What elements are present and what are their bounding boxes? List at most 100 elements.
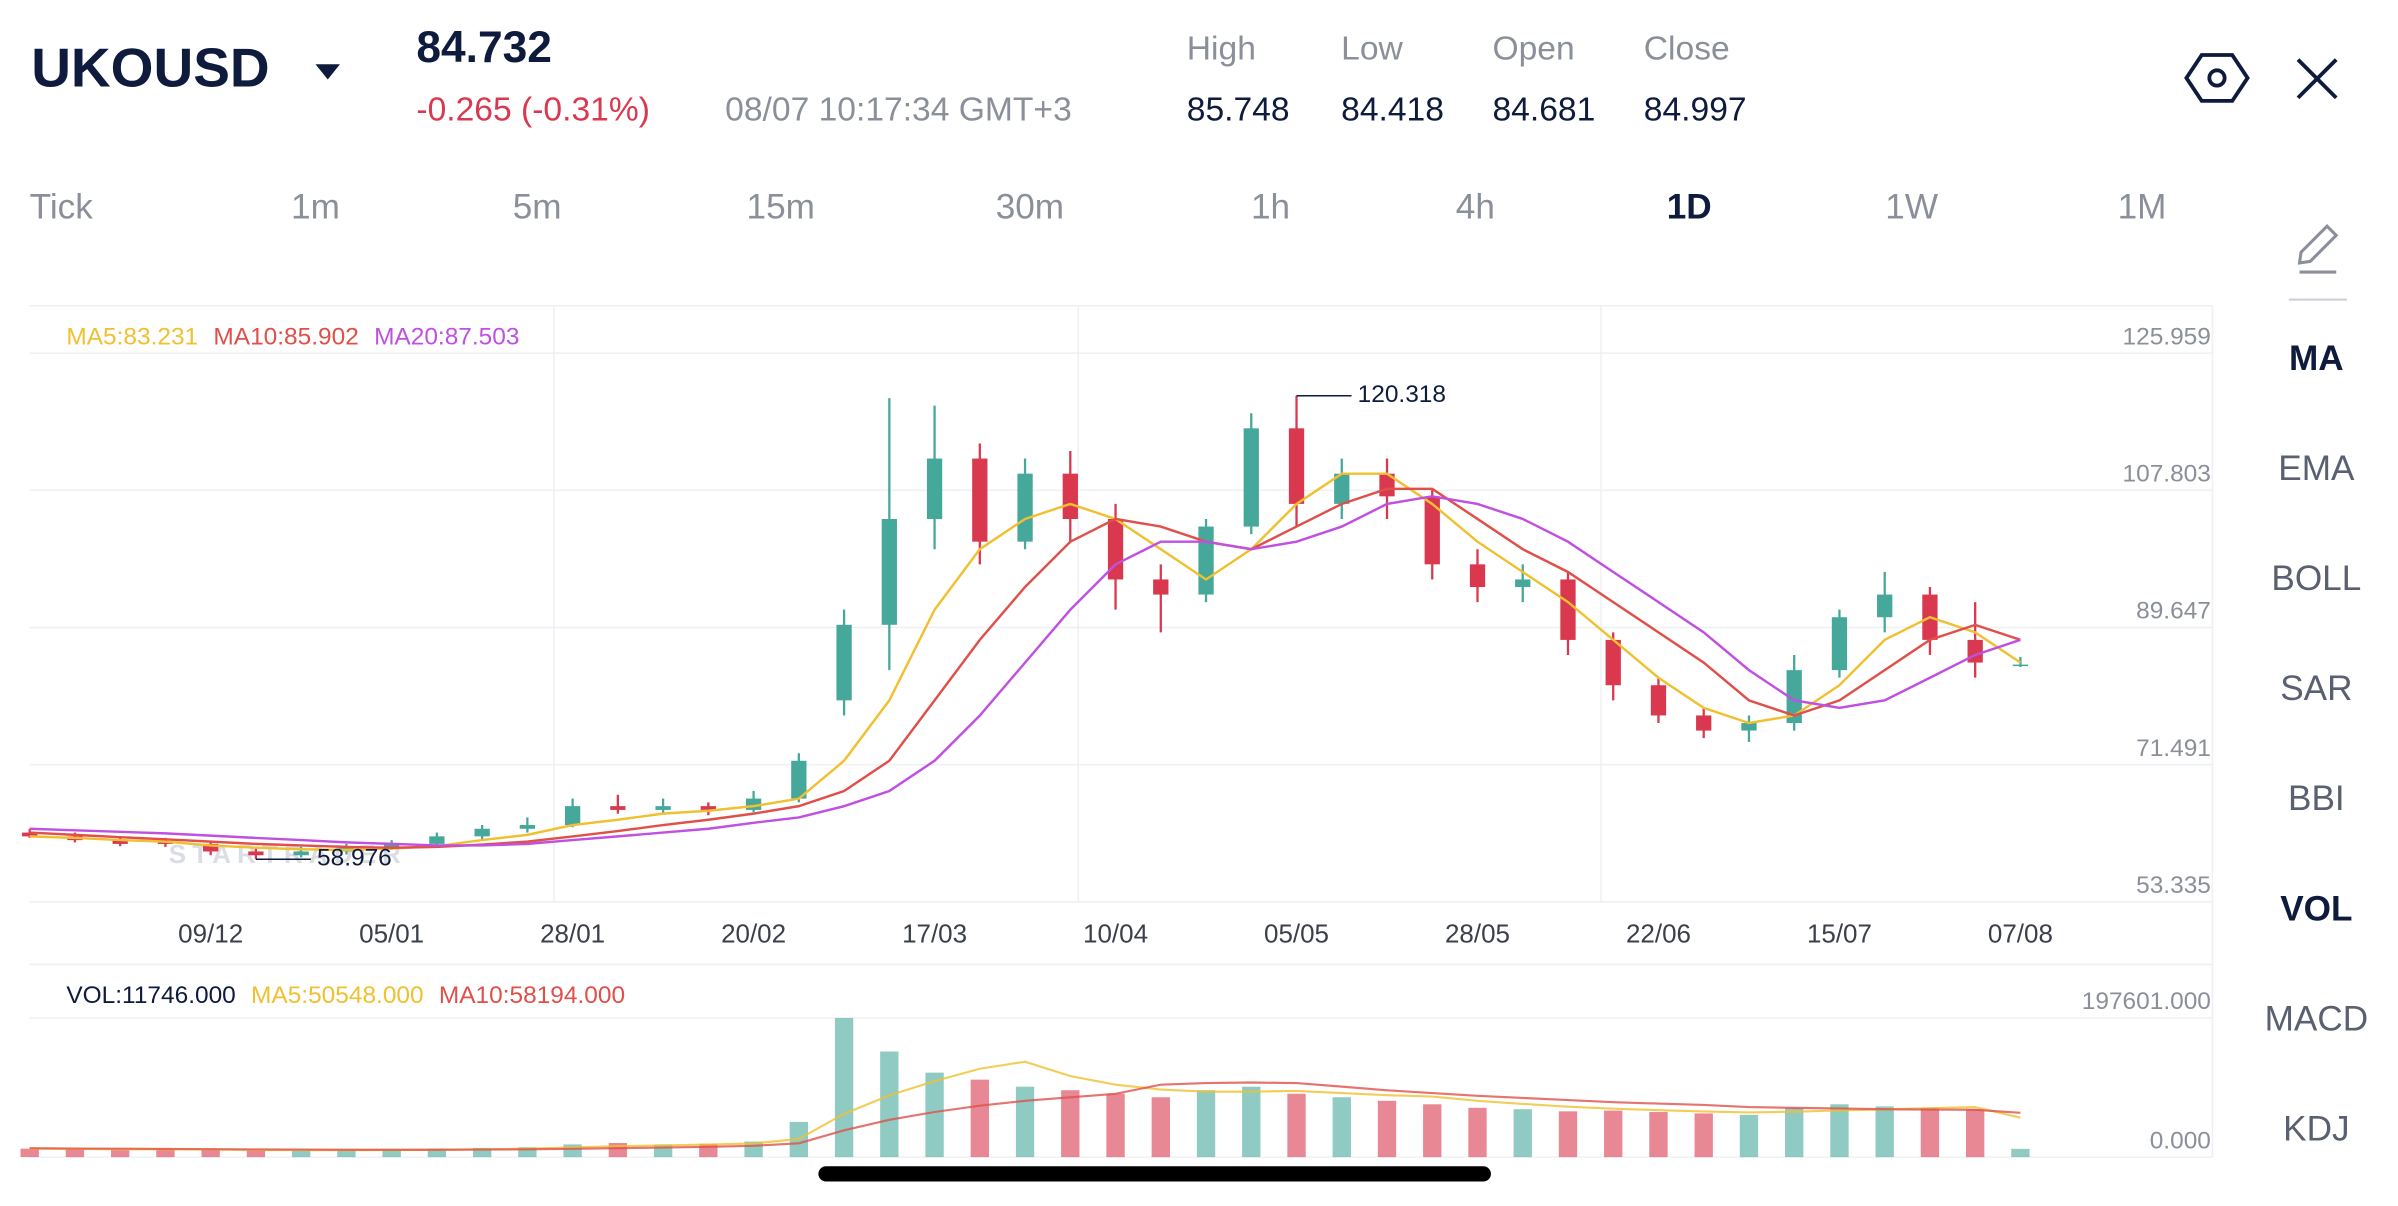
candle-body [745, 798, 762, 810]
candle-body [429, 836, 445, 844]
candle-body [610, 806, 626, 810]
price-chart: STARTRADER53.33571.49189.647107.803125.9… [22, 323, 2213, 948]
volume-bar [201, 1150, 220, 1158]
legend-entry: MA20:87.503 [374, 323, 519, 350]
volume-chart: 0.000 197601.000 VOL:11746.000 MA5:50548.00… [20, 982, 2213, 1158]
candle-body [22, 832, 38, 837]
candle-body [157, 842, 174, 844]
draw-icon[interactable] [2297, 224, 2339, 274]
candle-body [1424, 496, 1440, 565]
candle-body [293, 851, 309, 856]
volume-ma-line [29, 1081, 2021, 1151]
candle-body [972, 458, 988, 542]
candle-body [881, 519, 897, 625]
indicator-button[interactable]: MACD [2265, 999, 2368, 1038]
stat-label: Close [1644, 30, 1730, 67]
candle-body [1243, 428, 1259, 527]
chart-frame [29, 304, 2214, 1158]
indicator-button[interactable]: EMA [2278, 449, 2355, 488]
volume-bar [1196, 1090, 1216, 1158]
timeframe-tab[interactable]: 1m [291, 188, 340, 227]
x-tick-label: 28/01 [540, 918, 605, 948]
candle-body [1288, 428, 1305, 504]
volume-bar [156, 1149, 175, 1158]
candle-body [1831, 617, 1848, 671]
stat-label: High [1187, 30, 1256, 67]
stat-label: Open [1492, 30, 1574, 67]
x-tick-label: 22/06 [1626, 918, 1691, 948]
volume-bar [382, 1149, 401, 1158]
volume-bar [834, 1017, 854, 1158]
y-tick-label: 107.803 [2123, 460, 2211, 487]
candle-body [926, 458, 943, 520]
volume-bar [65, 1149, 85, 1158]
stat-value: 84.681 [1492, 91, 1595, 128]
ma-line [29, 487, 2021, 849]
timeframe-tab[interactable]: 30m [996, 188, 1064, 227]
settings-hexagon[interactable] [2184, 53, 2250, 103]
indicator-button[interactable]: KDJ [2283, 1109, 2349, 1148]
volume-bar [970, 1079, 989, 1158]
timeframe-tab[interactable]: Tick [30, 188, 94, 227]
y-tick-label: 71.491 [2136, 735, 2211, 762]
candle-body [2012, 664, 2029, 667]
timeframe-tab[interactable]: 15m [747, 188, 815, 227]
candle-body [1198, 526, 1214, 595]
x-tick-label: 15/07 [1807, 918, 1872, 948]
indicator-sidebar: MA EMA BOLL SAR BBI VOL MACD KDJ [2265, 224, 2368, 1148]
volume-bar [1875, 1106, 1894, 1158]
indicator-button[interactable]: BOLL [2271, 559, 2361, 598]
legend-entry: VOL:11746.000 [66, 982, 235, 1009]
candle-body [1741, 723, 1757, 731]
settings-dot[interactable] [2207, 68, 2227, 88]
timeframes: Tick 1m 5m 15m 30m 1h 4h 1D 1W 1M [30, 188, 2167, 227]
volume-bar [1920, 1107, 1940, 1158]
volume-bar [472, 1147, 492, 1158]
candle-body [1650, 685, 1667, 716]
candle-body [474, 828, 490, 837]
indicator-button[interactable]: VOL [2280, 889, 2352, 928]
candle-body [1334, 473, 1350, 504]
x-tick-label: 10/04 [1083, 918, 1148, 948]
x-tick-label: 17/03 [902, 918, 967, 948]
timeframe-tab[interactable]: 1h [1251, 188, 1290, 227]
candle-body [564, 806, 581, 826]
stat-value: 84.997 [1644, 91, 1747, 128]
volume-bar [1830, 1104, 1849, 1158]
volume-bar [1468, 1107, 1487, 1158]
x-tick-label: 05/05 [1264, 918, 1329, 948]
timeframe-tab[interactable]: 1M [2118, 188, 2167, 227]
candle-body [836, 624, 852, 701]
timeframe-tab[interactable]: 1W [1885, 188, 1939, 227]
timeframe-tab[interactable]: 1D [1667, 188, 1712, 227]
volume-bar [1106, 1093, 1125, 1158]
settings-icon[interactable] [2184, 53, 2250, 103]
volume-bar [1604, 1110, 1623, 1158]
last-price: 84.732 [416, 23, 552, 72]
volume-bar [1649, 1112, 1668, 1158]
timeframe-tab[interactable]: 5m [513, 188, 562, 227]
symbol[interactable]: UKOUSD [31, 36, 269, 98]
legend-entry: MA5:83.231 [66, 323, 198, 350]
volume-bar [1151, 1097, 1170, 1158]
volume-bar [1785, 1107, 1804, 1158]
candle-body [203, 843, 219, 852]
volume-bar [337, 1150, 356, 1158]
indicator-button[interactable]: MA [2289, 339, 2344, 378]
symbol-dropdown[interactable] [315, 64, 340, 80]
volume-bar [1423, 1104, 1442, 1158]
volume-bar [1015, 1086, 1035, 1158]
candle-body [1877, 594, 1893, 618]
stat-value: 84.418 [1341, 91, 1444, 128]
timeframe-tab[interactable]: 4h [1456, 188, 1495, 227]
volume-bar [880, 1051, 899, 1158]
indicator-button[interactable]: SAR [2280, 669, 2352, 708]
candle-body [1605, 639, 1621, 686]
indicator-button[interactable]: BBI [2288, 779, 2345, 818]
close-icon[interactable] [2296, 58, 2338, 100]
volume-bar [1558, 1111, 1578, 1158]
volume-bar [1694, 1113, 1713, 1158]
x-tick-label: 09/12 [178, 918, 243, 948]
candle-body [1062, 473, 1078, 520]
